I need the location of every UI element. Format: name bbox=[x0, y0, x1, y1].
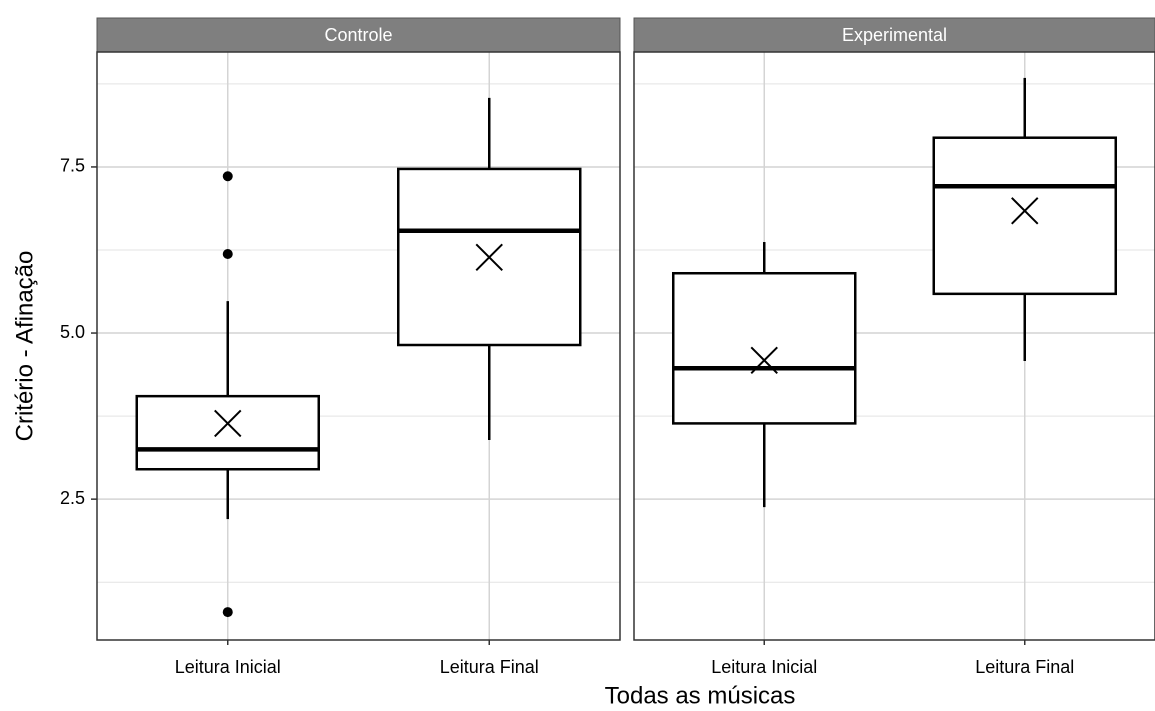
x-tick-label: Leitura Inicial bbox=[711, 657, 817, 677]
mean-marker bbox=[214, 409, 242, 438]
panel-border bbox=[633, 51, 1155, 641]
x-axis-title: Todas as músicas bbox=[605, 682, 796, 709]
y-tick-label: 5.0 bbox=[60, 322, 85, 342]
strip bbox=[96, 17, 621, 53]
y-tick-label: 2.5 bbox=[60, 488, 85, 508]
outlier bbox=[222, 171, 233, 182]
outlier bbox=[222, 248, 233, 259]
mean-marker bbox=[750, 346, 778, 374]
box bbox=[672, 271, 857, 425]
outlier bbox=[222, 607, 233, 618]
strip bbox=[633, 17, 1155, 53]
box bbox=[135, 394, 320, 471]
x-tick-label: Leitura Final bbox=[440, 657, 539, 677]
y-tick-label: 7.5 bbox=[60, 156, 85, 176]
x-tick-label: Leitura Inicial bbox=[175, 657, 281, 677]
strip-label: Controle bbox=[324, 25, 392, 45]
x-tick-label: Leitura Final bbox=[975, 657, 1074, 677]
panel-border bbox=[96, 51, 621, 641]
mean-marker bbox=[475, 243, 503, 272]
box bbox=[932, 136, 1117, 296]
mean-marker bbox=[1011, 197, 1039, 225]
y-axis-title: Critério - Afinação bbox=[11, 251, 38, 442]
strip-label: Experimental bbox=[842, 25, 947, 45]
